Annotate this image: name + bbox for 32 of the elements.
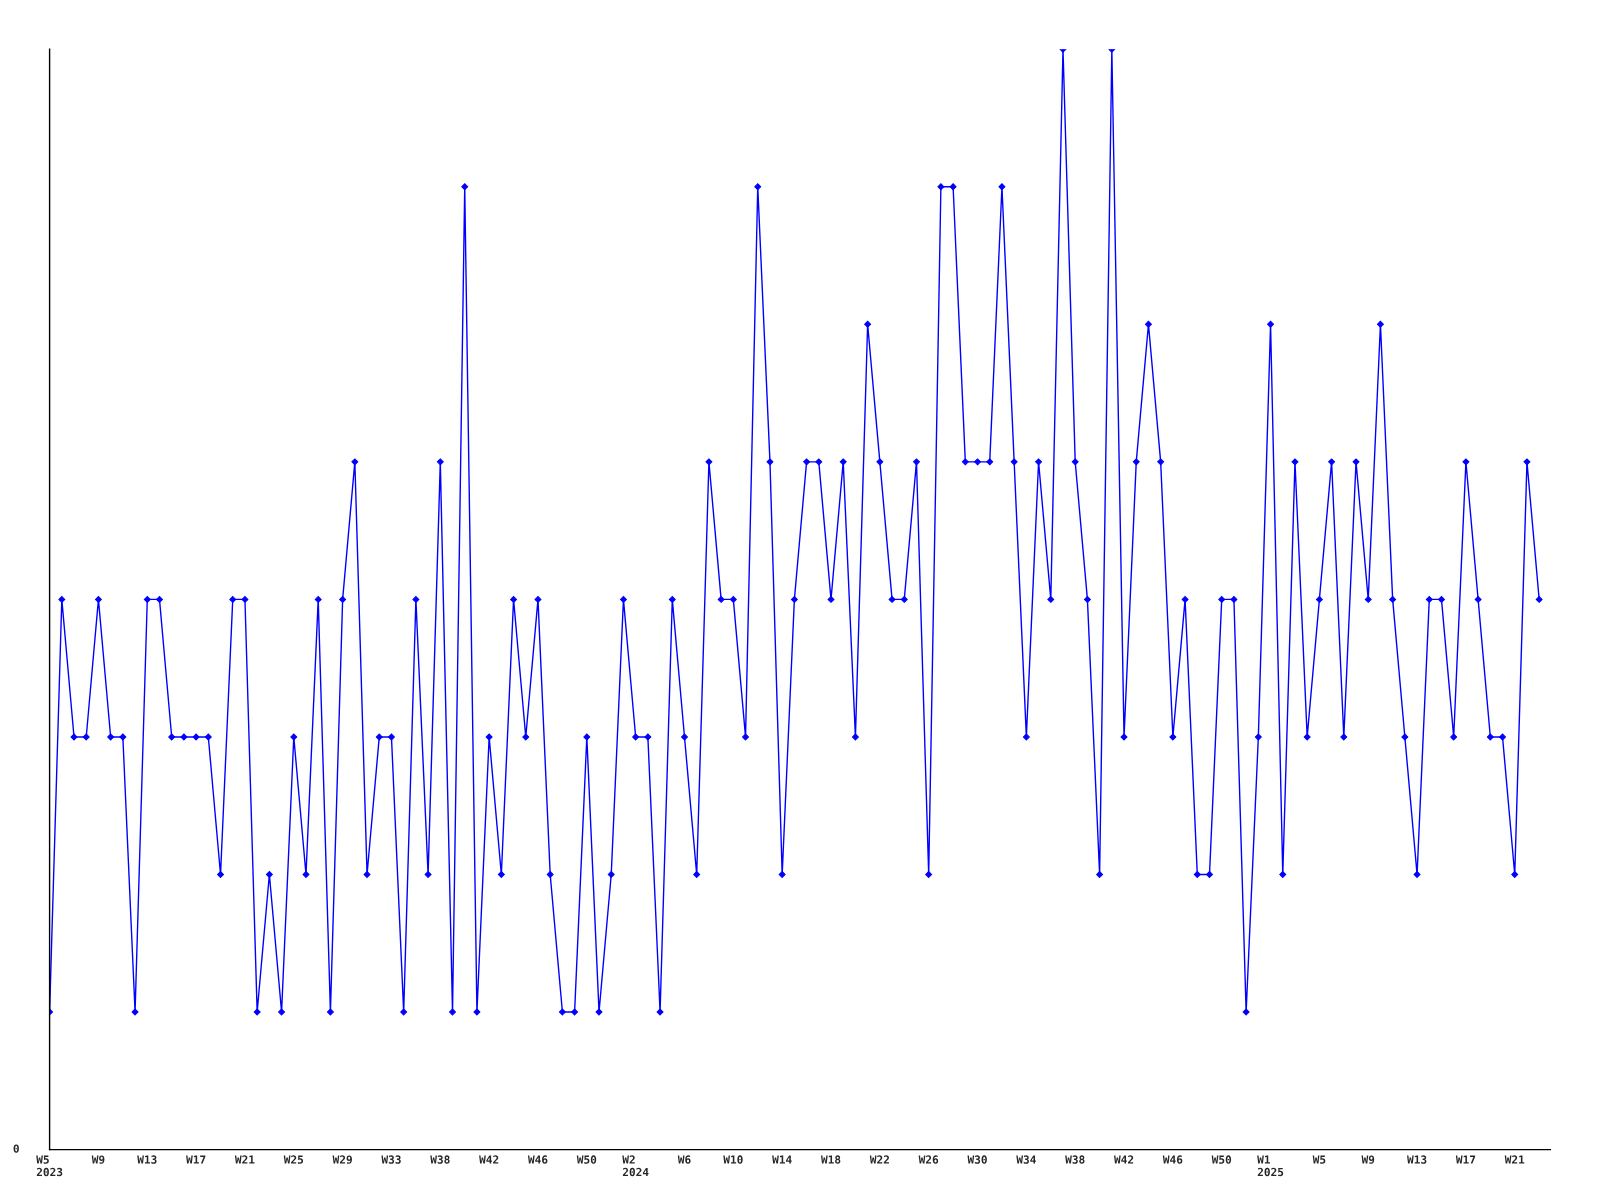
x-tick-label: W21 <box>1504 1155 1525 1164</box>
x-tick-label: W46 <box>1162 1155 1183 1164</box>
x-tick-label: W13 <box>137 1155 157 1164</box>
x-tick-label: W34 <box>1016 1155 1036 1164</box>
x-tick-label: W26 <box>918 1155 939 1164</box>
x-tick-label: W42 <box>1114 1155 1134 1164</box>
x-tick-label: W10 <box>723 1155 743 1164</box>
x-tick-label: W21 <box>234 1155 255 1164</box>
x-tick-label: W14 <box>772 1155 792 1164</box>
x-tick-label: W5 2023 <box>36 1155 63 1177</box>
x-tick-label: W22 <box>869 1155 889 1164</box>
x-tick-label: W2 2024 <box>622 1155 649 1177</box>
x-tick-label: W18 <box>820 1155 841 1164</box>
x-tick-label: W38 <box>1065 1155 1085 1164</box>
x-tick-label: W9 <box>1361 1155 1375 1164</box>
x-tick-label: W5 <box>1312 1155 1326 1164</box>
x-tick-label: W42 <box>479 1155 499 1164</box>
x-tick-label: W9 <box>91 1155 105 1164</box>
x-tick-label: W13 <box>1407 1155 1427 1164</box>
x-tick-label: W30 <box>967 1155 987 1164</box>
x-tick-label: W6 <box>677 1155 691 1164</box>
x-tick-label: W1 2025 <box>1257 1155 1284 1177</box>
text: 0 <box>13 1144 19 1153</box>
x-tick-label: W25 <box>283 1155 304 1164</box>
x-tick-label: W33 <box>381 1155 401 1164</box>
x-tick-label: W17 <box>1455 1155 1476 1164</box>
x-tick-label: W50 <box>1211 1155 1232 1164</box>
x-tick-label: W50 <box>576 1155 597 1164</box>
x-tick-label: W46 <box>527 1155 548 1164</box>
x-tick-label: W38 <box>430 1155 450 1164</box>
x-tick-label: W29 <box>332 1155 352 1164</box>
x-tick-label: W17 <box>186 1155 206 1164</box>
